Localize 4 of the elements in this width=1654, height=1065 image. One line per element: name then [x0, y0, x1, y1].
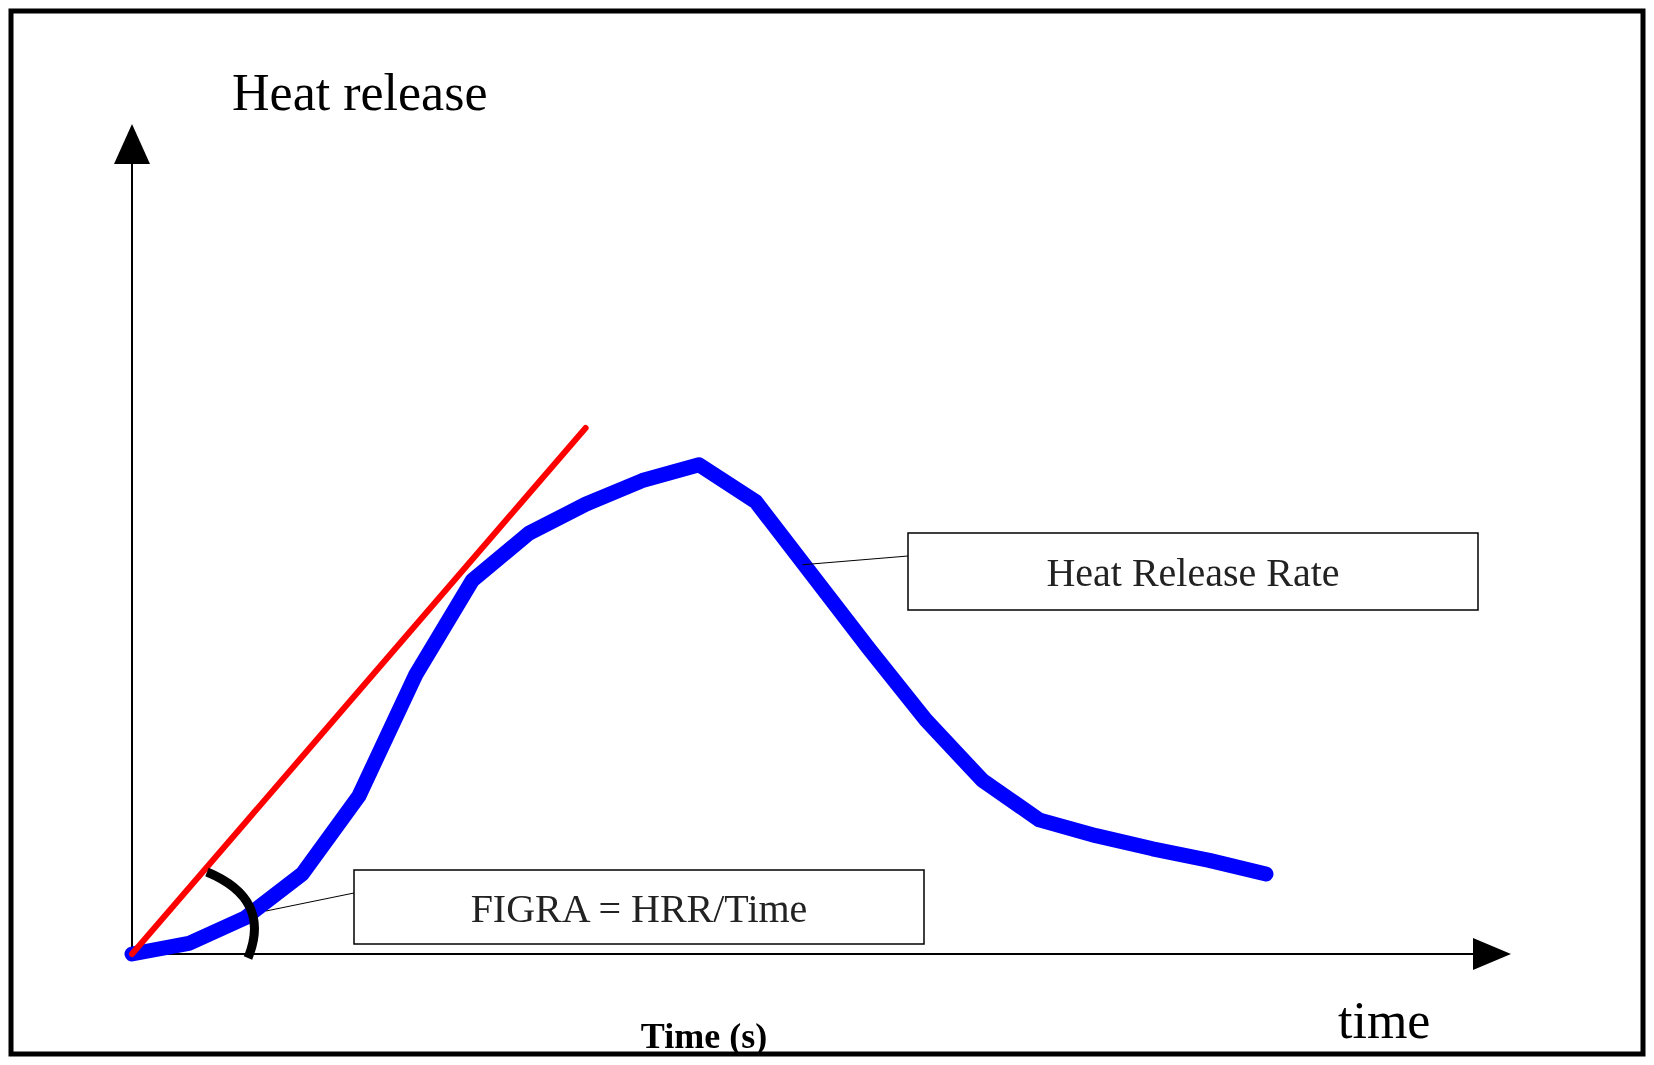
annotation: FIGRA = HRR/Time: [470, 886, 808, 931]
text: Time (s): [640, 1016, 768, 1056]
text: Heat release: [232, 64, 488, 121]
x-axis-title: time: [1338, 992, 1431, 1049]
